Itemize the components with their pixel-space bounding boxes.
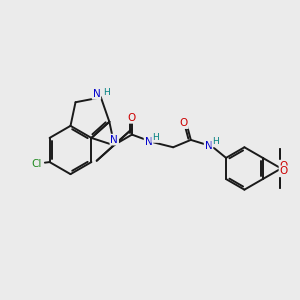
Text: N: N (110, 135, 118, 145)
Text: O: O (280, 160, 288, 171)
Text: H: H (103, 88, 110, 97)
Text: N: N (205, 141, 212, 152)
Text: N: N (145, 137, 152, 147)
Text: O: O (128, 113, 136, 123)
Text: O: O (180, 118, 188, 128)
Text: H: H (212, 137, 219, 146)
Text: N: N (93, 89, 100, 99)
Text: H: H (152, 133, 159, 142)
Text: Cl: Cl (32, 158, 42, 169)
Text: O: O (280, 167, 288, 176)
